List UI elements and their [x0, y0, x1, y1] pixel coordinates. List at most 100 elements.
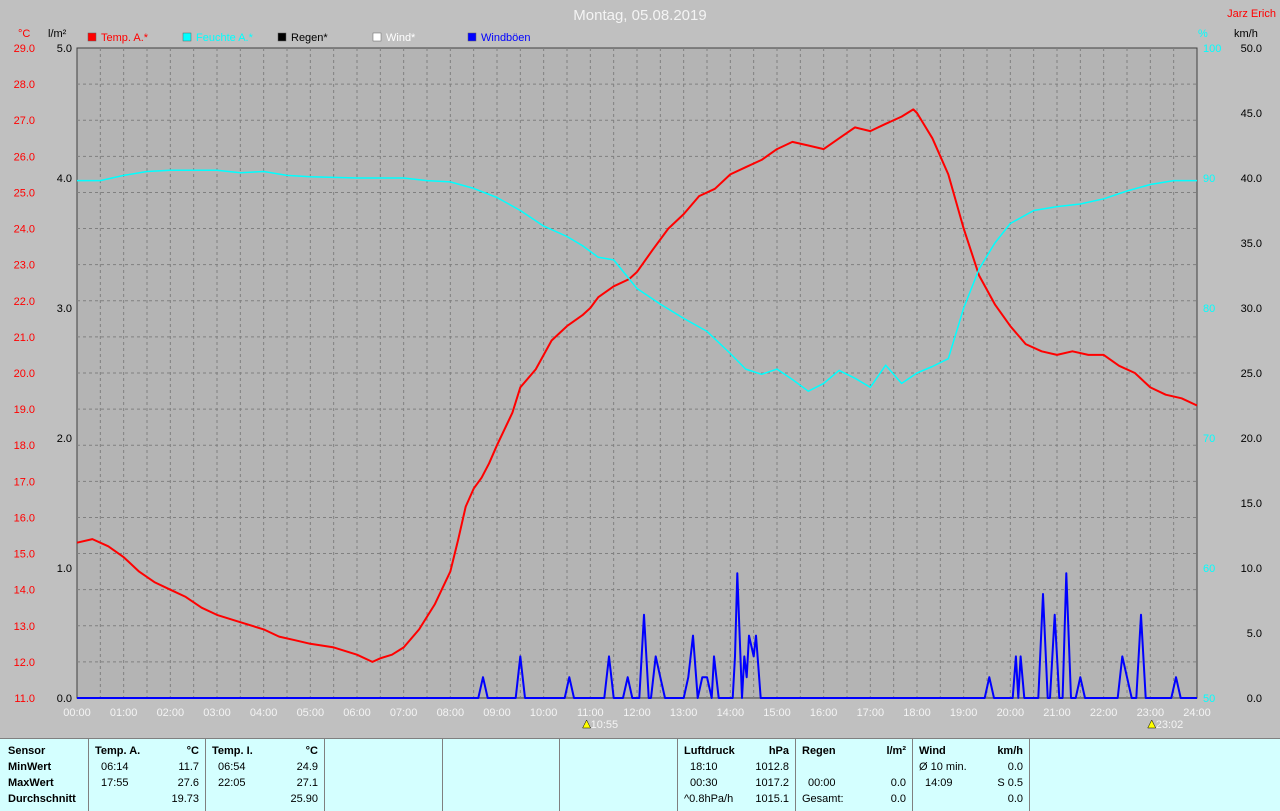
wind-tick-label: 30.0	[1241, 303, 1262, 315]
x-tick-label: 21:00	[1043, 707, 1071, 719]
humidity-tick-label: 100	[1203, 43, 1221, 55]
stats-temp-a-column: Temp. A. °C 06:14 11.7 17:55 27.6 19.73	[89, 739, 206, 811]
humidity-tick-label: 70	[1203, 433, 1215, 445]
rain-tick-label: 0.0	[57, 693, 72, 705]
temp-a-unit: °C	[186, 745, 199, 757]
x-tick-label: 12:00	[623, 707, 651, 719]
pressure-trend: ^0.8hPa/h	[684, 793, 734, 805]
legend-label: Windböen	[481, 32, 531, 44]
pressure-unit: hPa	[768, 745, 789, 757]
x-tick-label: 14:00	[717, 707, 745, 719]
wind-third-value: 0.0	[1007, 793, 1023, 805]
x-tick-label: 10:00	[530, 707, 558, 719]
rain-tick-label: 3.0	[57, 303, 72, 315]
stats-empty-column-1	[325, 739, 443, 811]
temp-a-min-value: 11.7	[178, 761, 199, 773]
row-label-min: MinWert	[8, 761, 52, 773]
wind-avg-label: Ø 10 min.	[919, 761, 967, 773]
temp-tick-label: 20.0	[14, 368, 35, 380]
x-tick-label: 11:00	[577, 707, 604, 719]
x-tick-label: 03:00	[203, 707, 231, 719]
temp-i-max-value: 27.1	[296, 777, 318, 789]
wind-axis-unit: km/h	[1234, 28, 1258, 40]
x-tick-label: 19:00	[950, 707, 978, 719]
temp-i-min-value: 24.9	[296, 761, 318, 773]
temp-a-min-time: 06:14	[101, 761, 129, 773]
series-line-wind	[77, 572, 1197, 699]
rain-total-value: 0.0	[890, 793, 906, 805]
rain-tick-label: 4.0	[57, 173, 72, 185]
x-tick-label: 02:00	[157, 707, 185, 719]
x-tick-label: 20:00	[997, 707, 1025, 719]
legend-swatch	[182, 32, 192, 42]
wind-header: Wind	[919, 745, 946, 757]
temp-tick-label: 16.0	[14, 512, 35, 524]
temp-tick-label: 17.0	[14, 476, 35, 488]
temp-tick-label: 13.0	[14, 621, 35, 633]
pressure-header: Luftdruck	[684, 745, 735, 757]
temp-tick-label: 24.0	[14, 224, 35, 236]
chart-title: Montag, 05.08.2019	[573, 7, 706, 24]
sun-marker-label: 23:02	[1156, 719, 1184, 731]
temp-i-avg-value: 25.90	[290, 793, 318, 805]
temp-a-max-value: 27.6	[177, 777, 199, 789]
temp-tick-label: 22.0	[14, 296, 35, 308]
rain-unit: l/m²	[886, 745, 906, 757]
humidity-tick-label: 60	[1203, 563, 1215, 575]
temp-tick-label: 25.0	[14, 187, 35, 199]
legend-label: Temp. A.*	[101, 32, 149, 44]
wind-tick-label: 15.0	[1241, 498, 1262, 510]
wind-tick-label: 40.0	[1241, 173, 1262, 185]
wind-max-time: 14:09	[925, 777, 953, 789]
x-tick-label: 13:00	[670, 707, 698, 719]
x-tick-label: 17:00	[857, 707, 885, 719]
temp-tick-label: 27.0	[14, 115, 35, 127]
row-label-avg: Durchschnitt	[8, 793, 76, 805]
stats-rain-column: Regen l/m² 00:00 0.0 Gesamt: 0.0	[796, 739, 913, 811]
temp-axis-unit: °C	[18, 28, 30, 40]
temp-i-unit: °C	[305, 745, 318, 757]
pressure-max-time: 00:30	[690, 777, 718, 789]
humidity-tick-label: 90	[1203, 173, 1215, 185]
stats-empty-column-2	[443, 739, 560, 811]
stats-sensor-column: Sensor MinWert MaxWert Durchschnitt	[0, 739, 89, 811]
temp-tick-label: 14.0	[14, 585, 35, 597]
pressure-min-value: 1012.8	[755, 761, 789, 773]
wind-avg-value: 0.0	[1007, 761, 1023, 773]
temp-tick-label: 23.0	[14, 260, 35, 272]
wind-max-value: S 0.5	[997, 777, 1023, 789]
wind-tick-label: 35.0	[1241, 238, 1262, 250]
rain-tick-label: 5.0	[57, 43, 72, 55]
sun-marker-label: 10:55	[591, 719, 619, 731]
x-tick-label: 07:00	[390, 707, 418, 719]
rain-tick-label: 2.0	[57, 433, 72, 445]
temp-tick-label: 11.0	[14, 693, 35, 705]
wind-tick-label: 45.0	[1241, 108, 1262, 120]
legend-swatch	[87, 32, 97, 42]
humidity-axis-unit: %	[1198, 28, 1208, 40]
temp-tick-label: 28.0	[14, 79, 35, 91]
temp-a-max-time: 17:55	[101, 777, 129, 789]
sun-marker	[582, 719, 592, 729]
rain-total-label: Gesamt:	[802, 793, 844, 805]
x-tick-label: 18:00	[903, 707, 931, 719]
temp-tick-label: 18.0	[14, 440, 35, 452]
temp-tick-label: 29.0	[14, 43, 35, 55]
wind-tick-label: 5.0	[1247, 628, 1262, 640]
statistics-panel: Sensor MinWert MaxWert Durchschnitt Temp…	[0, 738, 1280, 811]
stats-empty-column-3	[560, 739, 678, 811]
rain-max-time: 00:00	[808, 777, 836, 789]
x-tick-label: 00:00	[63, 707, 91, 719]
x-tick-label: 16:00	[810, 707, 838, 719]
x-tick-label: 08:00	[437, 707, 465, 719]
wind-tick-label: 10.0	[1241, 563, 1262, 575]
wind-tick-label: 25.0	[1241, 368, 1262, 380]
x-tick-label: 09:00	[483, 707, 511, 719]
series-line-humidity	[77, 169, 1197, 392]
stats-temp-i-column: Temp. I. °C 06:54 24.9 22:05 27.1 25.90	[206, 739, 325, 811]
x-tick-label: 24:00	[1183, 707, 1211, 719]
rain-axis-unit: l/m²	[48, 28, 67, 40]
temp-a-header: Temp. A.	[95, 745, 141, 757]
temp-tick-label: 21.0	[14, 332, 35, 344]
legend-swatch	[372, 32, 382, 42]
